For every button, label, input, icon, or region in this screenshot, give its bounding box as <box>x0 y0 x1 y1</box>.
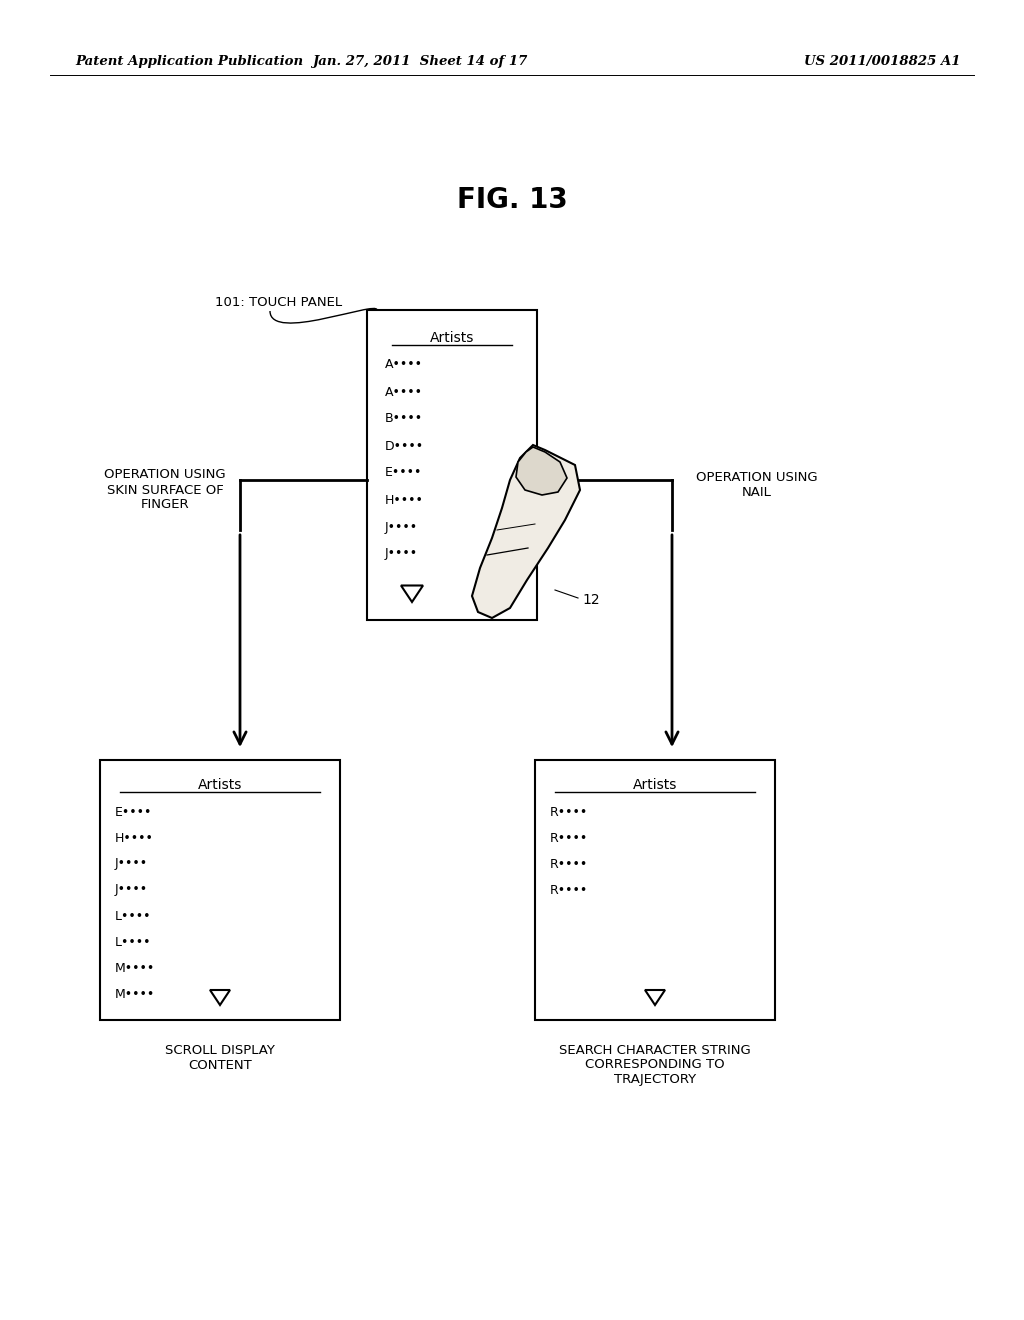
Text: M••••: M•••• <box>115 961 156 974</box>
Text: L••••: L•••• <box>115 909 152 923</box>
Text: H••••: H•••• <box>385 494 424 507</box>
Polygon shape <box>472 445 580 618</box>
Text: OPERATION USING
NAIL: OPERATION USING NAIL <box>696 471 818 499</box>
Text: E••••: E•••• <box>115 805 153 818</box>
Polygon shape <box>210 990 230 1005</box>
Text: R••••: R•••• <box>550 883 588 896</box>
Text: B••••: B•••• <box>385 412 423 425</box>
Text: J••••: J•••• <box>115 858 148 870</box>
Text: A••••: A•••• <box>385 359 423 371</box>
Text: H••••: H•••• <box>115 832 154 845</box>
Text: J••••: J•••• <box>385 520 418 533</box>
Bar <box>535 760 775 1020</box>
Text: R••••: R•••• <box>550 805 588 818</box>
Bar <box>367 310 537 620</box>
Text: FIG. 13: FIG. 13 <box>457 186 567 214</box>
Polygon shape <box>401 586 423 602</box>
Text: Patent Application Publication: Patent Application Publication <box>75 55 303 69</box>
Text: Artists: Artists <box>198 777 243 792</box>
Bar <box>100 760 340 1020</box>
Text: M••••: M•••• <box>115 987 156 1001</box>
Text: L••••: L•••• <box>115 936 152 949</box>
Text: OPERATION USING
SKIN SURFACE OF
FINGER: OPERATION USING SKIN SURFACE OF FINGER <box>104 469 226 511</box>
Text: J••••: J•••• <box>385 548 418 561</box>
Text: US 2011/0018825 A1: US 2011/0018825 A1 <box>804 55 961 69</box>
Text: SEARCH CHARACTER STRING
CORRESPONDING TO
TRAJECTORY: SEARCH CHARACTER STRING CORRESPONDING TO… <box>559 1044 751 1086</box>
Polygon shape <box>516 447 567 495</box>
Text: 101: TOUCH PANEL: 101: TOUCH PANEL <box>215 297 342 309</box>
Text: Jan. 27, 2011  Sheet 14 of 17: Jan. 27, 2011 Sheet 14 of 17 <box>312 55 527 69</box>
Text: 12: 12 <box>582 593 600 607</box>
Text: Artists: Artists <box>430 331 474 345</box>
Text: R••••: R•••• <box>550 858 588 870</box>
Text: R••••: R•••• <box>550 832 588 845</box>
Text: E••••: E•••• <box>385 466 422 479</box>
Text: A••••: A•••• <box>385 385 423 399</box>
Text: Artists: Artists <box>633 777 677 792</box>
Text: J••••: J•••• <box>115 883 148 896</box>
Text: SCROLL DISPLAY
CONTENT: SCROLL DISPLAY CONTENT <box>165 1044 274 1072</box>
Text: D••••: D•••• <box>385 440 424 453</box>
Polygon shape <box>645 990 665 1005</box>
